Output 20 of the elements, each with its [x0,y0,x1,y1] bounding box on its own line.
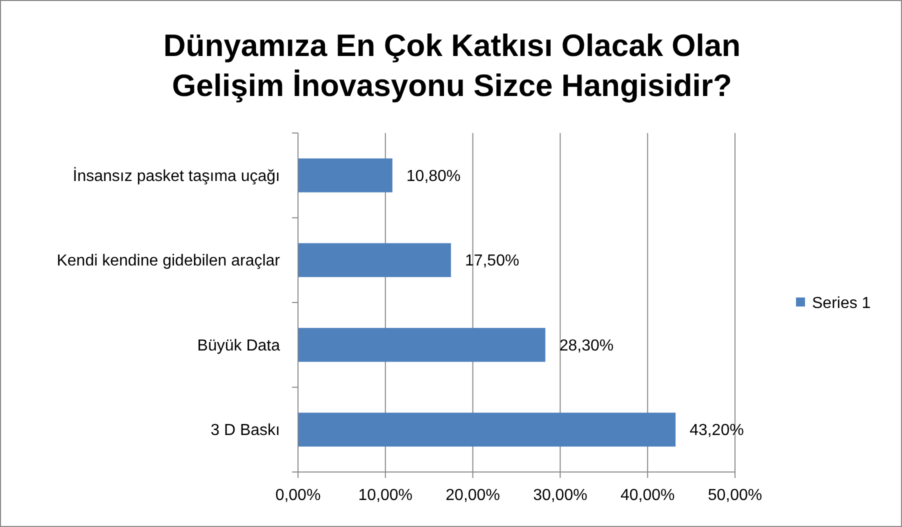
x-tick-label: 10,00% [358,487,413,504]
y-tick-label: 3 D Baskı [210,422,280,440]
text: 17,50% [464,252,520,270]
bar [298,328,546,362]
bar [298,243,451,278]
y-tick-label: İnsansız pasket taşıma uçağı [72,166,280,185]
bar [298,158,392,192]
text: 10,80% [406,168,461,185]
text: 43,20% [690,422,744,440]
chart-title: Dünyamıza En Çok Katkısı Olacak Olan Gelişim İnovasyonu Sizce Hangisidir? [163,28,741,103]
text: 28,30% [559,337,614,354]
x-tick-label: 20,00% [446,487,500,504]
legend-label: Series 1 [812,295,871,312]
x-tick-label: 40,00% [620,487,675,504]
x-tick-label: 30,00% [533,487,588,504]
y-tick-label: Kendi kendine gidebilen araçlar [56,252,281,270]
x-tick-label: 50,00% [708,487,762,504]
y-tick-label: Büyük Data [197,337,280,354]
x-tick-label: 0,00% [275,487,321,504]
bar [298,412,676,447]
